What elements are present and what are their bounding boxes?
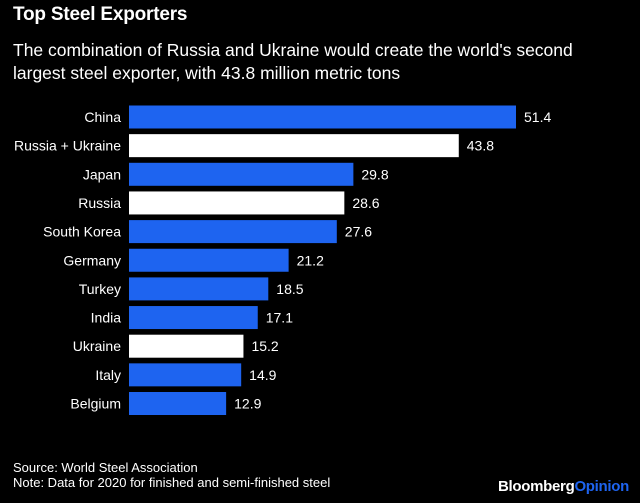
value-label-china: 51.4 [524,109,551,125]
value-label-russia-ukraine: 43.8 [467,138,494,154]
bar-russia [129,191,345,215]
category-label-ukraine: Ukraine [73,338,121,354]
subtitle-line-2: largest steel exporter, with 43.8 millio… [13,63,401,83]
bar-belgium [129,392,227,415]
note-line: Note: Data for 2020 for finished and sem… [13,475,331,490]
chart-subtitle: The combination of Russia and Ukraine wo… [13,39,613,85]
bar-south-korea [129,220,337,244]
category-label-belgium: Belgium [70,396,121,412]
chart-title: Top Steel Exporters [13,4,188,25]
bar-ukraine [129,334,244,358]
category-label-china: China [84,109,121,125]
value-label-ukraine: 15.2 [251,338,278,354]
bloomberg-opinion-logo: BloombergOpinion [498,478,629,495]
category-label-germany: Germany [63,252,121,268]
subtitle-line-1: The combination of Russia and Ukraine wo… [13,40,573,60]
value-label-south-korea: 27.6 [345,224,372,240]
logo-bloomberg: Bloomberg [497,478,575,495]
category-label-japan: Japan [83,166,121,182]
category-label-italy: Italy [95,367,121,383]
value-label-germany: 21.2 [297,252,324,268]
value-label-japan: 29.8 [361,166,388,182]
category-label-turkey: Turkey [79,281,121,297]
bar-germany [129,248,289,272]
bar-italy [129,363,242,387]
value-label-india: 17.1 [266,310,293,326]
source-line: Source: World Steel Association [13,460,198,475]
value-label-belgium: 12.9 [234,396,261,412]
source-note: Source: World Steel Association Note: Da… [13,460,330,490]
bar-russia-ukraine [129,134,459,158]
bar-india [129,306,258,330]
value-label-russia: 28.6 [352,195,379,211]
logo-opinion: Opinion [574,478,629,495]
bar-japan [129,162,354,186]
category-label-russia-ukraine: Russia + Ukraine [14,138,121,154]
value-label-turkey: 18.5 [276,281,303,297]
bar-china [129,105,516,129]
category-label-south-korea: South Korea [43,224,121,240]
bar-turkey [129,277,269,301]
value-label-italy: 14.9 [249,367,276,383]
category-label-india: India [91,310,122,326]
category-label-russia: Russia [78,195,121,211]
